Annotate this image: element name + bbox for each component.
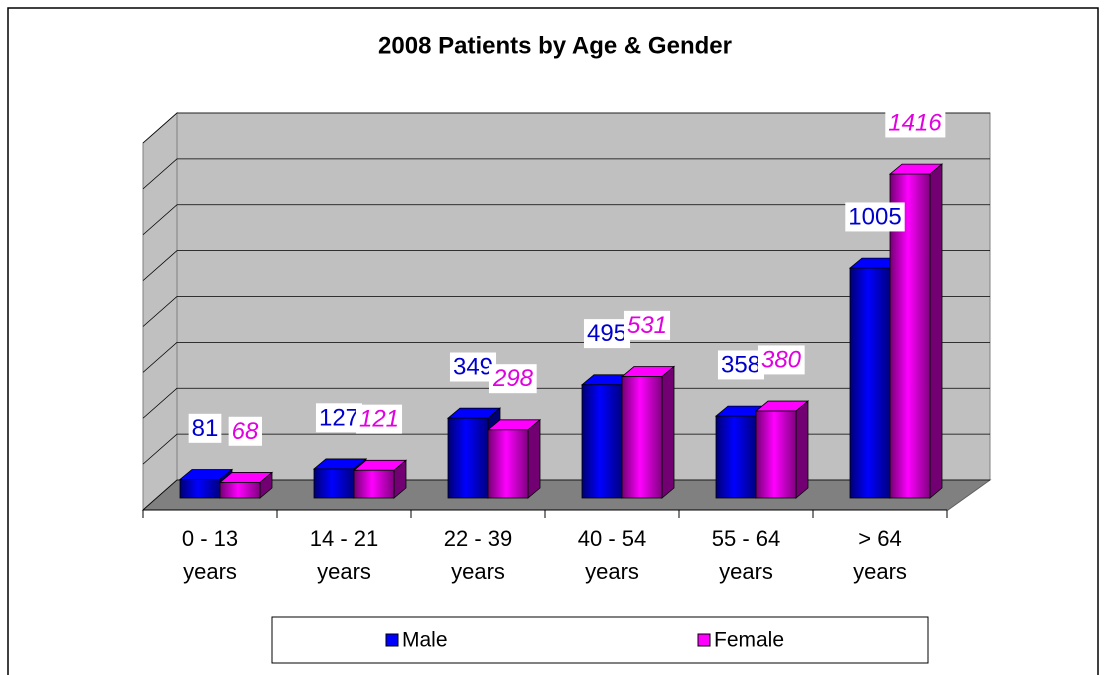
x-tick-label: 55 - 64 years: [711, 526, 781, 584]
data-label: 380: [761, 346, 802, 373]
data-label-bg: [845, 202, 905, 232]
bar-front-shade: [448, 418, 488, 498]
bar-side-shade: [662, 366, 674, 498]
bar: [486, 418, 542, 499]
bar-side-shade: [930, 164, 942, 498]
data-label-bg: [355, 404, 403, 434]
data-label-bg: [885, 108, 946, 138]
legend-swatch: [385, 633, 399, 647]
grid-line: [142, 204, 990, 236]
x-tick-label: 40 - 54 years: [577, 526, 647, 584]
bar: [218, 471, 274, 499]
bar-front-shade: [622, 376, 662, 498]
data-label-bg: [717, 350, 765, 380]
data-label: 121: [359, 406, 399, 433]
bar: [620, 365, 676, 499]
grid-line: [142, 296, 990, 327]
grid-line: [142, 341, 990, 373]
data-label-bg: [488, 364, 537, 394]
legend-label: Male: [402, 629, 448, 652]
chart-border: [7, 7, 1099, 675]
data-label-bg: [188, 413, 222, 443]
data-label-bg: [228, 416, 262, 446]
bar-front-shade: [850, 268, 890, 498]
bar: [352, 459, 408, 499]
bar-side-shade: [528, 419, 540, 498]
x-tick-label: 0 - 13 years: [181, 526, 239, 584]
legend-box: [271, 616, 929, 664]
bar-front-shade: [354, 470, 394, 498]
data-label: 1005: [848, 203, 901, 230]
bar-front-shade: [716, 416, 756, 498]
bar-front-shade: [488, 429, 528, 498]
legend-label: Female: [714, 629, 784, 652]
bar-front-shade: [582, 384, 622, 498]
data-label: 81: [192, 415, 219, 442]
data-label: 349: [453, 354, 493, 381]
data-label: 1416: [888, 109, 942, 136]
bar-front-shade: [220, 482, 260, 498]
bar: [714, 405, 770, 499]
bar-front-shade: [180, 479, 220, 498]
grid-line: [142, 387, 990, 419]
chart-title: 2008 Patients by Age & Gender: [378, 32, 732, 59]
data-label: 531: [627, 312, 667, 339]
data-label: 358: [721, 351, 761, 378]
bar-side-shade: [394, 460, 406, 498]
grid-line: [142, 112, 990, 144]
x-tick-label: 22 - 39 years: [443, 526, 513, 584]
data-label-bg: [583, 319, 631, 349]
data-label-bg: [757, 345, 805, 375]
data-label-bg: [623, 310, 671, 340]
data-label-bg: [449, 352, 497, 382]
data-label: 495: [587, 320, 627, 347]
data-label-bg: [315, 403, 363, 433]
bar-side-shade: [260, 472, 272, 498]
data-label: 298: [492, 365, 534, 392]
bar-front-shade: [756, 411, 796, 498]
data-label: 68: [232, 418, 259, 445]
grid-line: [142, 158, 990, 190]
bar-side-shade: [796, 401, 808, 498]
bar-front-shade: [314, 468, 354, 498]
x-tick-label: 14 - 21 years: [309, 526, 379, 584]
grid-line: [142, 250, 990, 281]
bar: [754, 400, 810, 499]
legend-swatch: [697, 633, 711, 647]
x-tick-label: > 64 years: [853, 526, 907, 584]
data-label: 127: [319, 404, 359, 431]
